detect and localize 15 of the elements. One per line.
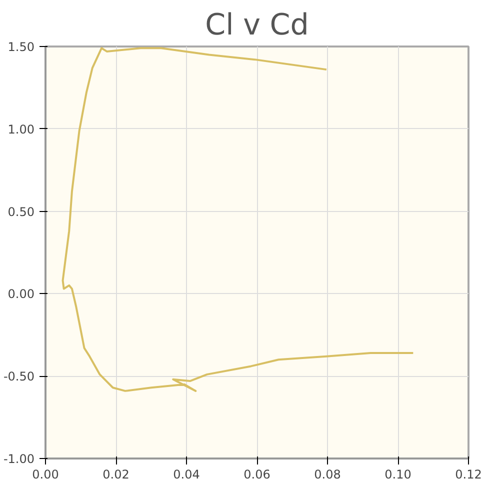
x-tick-label: 0.04 — [173, 468, 200, 481]
y-tick-label: -0.50 — [3, 370, 35, 384]
y-tick-label: -1.00 — [3, 452, 35, 466]
x-tick-label: 0.02 — [102, 468, 130, 481]
y-tick-label: 0.50 — [8, 204, 34, 219]
x-tick-label: 0.00 — [32, 468, 59, 481]
y-tick-label: 1.00 — [8, 122, 34, 136]
x-tick-label: 0.08 — [314, 468, 341, 481]
line-series — [62, 47, 414, 392]
x-tick-label: 0.12 — [455, 468, 482, 481]
x-tick-label: 0.06 — [244, 468, 270, 481]
x-tick-label: 0.10 — [384, 468, 412, 481]
chart-title: Cl v Cd — [205, 8, 309, 42]
y-tick-label: 1.50 — [8, 40, 34, 54]
y-tick-label: 0.00 — [8, 287, 34, 302]
